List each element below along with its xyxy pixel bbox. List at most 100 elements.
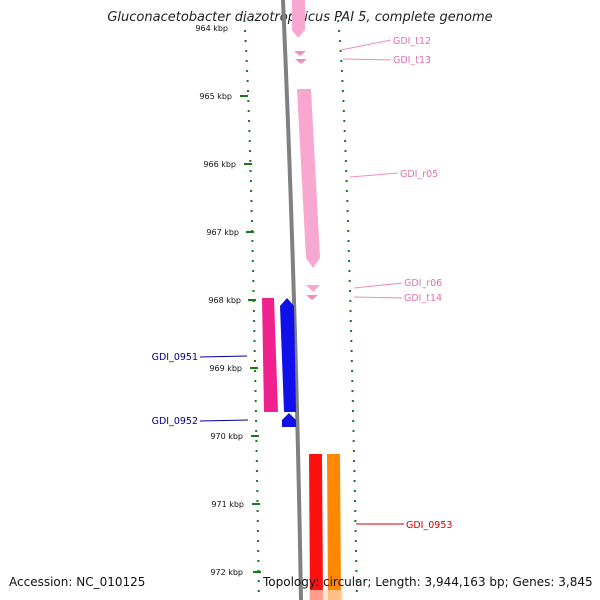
minor-tick [255, 420, 258, 422]
feature-orange[interactable] [327, 454, 341, 600]
minor-tick [352, 450, 355, 452]
accession-label: Accession: NC_010125 [9, 575, 146, 589]
minor-tick [250, 190, 253, 192]
minor-tick [256, 530, 259, 532]
label-GDI_t14[interactable]: GDI_t14 [404, 293, 442, 304]
minor-tick [255, 470, 258, 472]
label-GDI_t12[interactable]: GDI_t12 [393, 36, 431, 47]
label-GDI_r06[interactable]: GDI_r06 [404, 278, 442, 289]
minor-tick [253, 330, 256, 332]
scale-label-967: 967 kbp [206, 228, 239, 237]
minor-tick [257, 590, 260, 592]
minor-tick [253, 320, 256, 322]
minor-tick [344, 160, 347, 162]
minor-tick [352, 430, 355, 432]
leader-GDI_t13 [342, 58, 392, 61]
outer-tick-ring [243, 20, 260, 592]
minor-tick [251, 240, 254, 242]
minor-tick [354, 530, 357, 532]
minor-tick [355, 570, 358, 572]
minor-tick [253, 360, 256, 362]
minor-tick [244, 30, 246, 32]
minor-tick [355, 590, 358, 592]
minor-tick [349, 320, 352, 322]
minor-tick [338, 40, 341, 42]
minor-tick [352, 410, 354, 412]
feature-GDI_t14[interactable] [306, 295, 318, 300]
minor-tick [347, 230, 350, 232]
minor-tick [254, 370, 257, 372]
feature-top-pink [292, 0, 305, 38]
minor-tick [245, 60, 248, 62]
minor-tick [350, 360, 353, 362]
label-GDI_0952[interactable]: GDI_0952 [152, 416, 198, 427]
label-leaders [199, 39, 404, 525]
minor-tick [254, 400, 257, 402]
leader-GDI_r06 [353, 282, 403, 289]
minor-tick [352, 420, 355, 422]
feature-GDI_r06[interactable] [306, 285, 320, 292]
minor-tick [245, 50, 248, 52]
minor-tick [250, 210, 253, 212]
minor-tick [250, 200, 253, 202]
feature-pink-overlay [309, 590, 343, 600]
minor-tick [251, 260, 254, 262]
feature-GDI_0952-arrow[interactable] [280, 298, 296, 412]
label-GDI_0953[interactable]: GDI_0953 [406, 520, 452, 531]
label-GDI_0951[interactable]: GDI_0951 [152, 352, 198, 363]
scale-label-971: 971 kbp [211, 500, 244, 509]
minor-tick [253, 350, 256, 352]
minor-tick [255, 460, 258, 462]
minor-tick [347, 240, 350, 242]
scale-label-969: 969 kbp [209, 364, 242, 373]
minor-tick [355, 560, 358, 562]
topology-label: Topology: circular; Length: 3,944,163 bp… [263, 575, 593, 589]
minor-tick [257, 550, 260, 552]
minor-tick [344, 150, 347, 152]
minor-tick [248, 130, 251, 132]
minor-tick [351, 370, 354, 372]
minor-tick [251, 250, 254, 252]
label-GDI_r05[interactable]: GDI_r05 [400, 169, 438, 180]
label-GDI_t13[interactable]: GDI_t13 [393, 55, 431, 66]
minor-tick [346, 210, 349, 212]
feature-GDI_0952[interactable] [282, 413, 296, 427]
feature-GDI_0953[interactable] [309, 454, 323, 600]
minor-tick [250, 220, 253, 222]
minor-tick [252, 280, 255, 282]
feature-GDI_t13[interactable] [295, 59, 307, 64]
minor-tick [253, 340, 256, 342]
scale-label-970: 970 kbp [210, 432, 243, 441]
minor-tick [255, 430, 258, 432]
minor-tick [351, 390, 354, 392]
minor-tick [246, 80, 249, 82]
minor-tick [353, 470, 356, 472]
minor-tick [257, 560, 260, 562]
minor-tick [337, 20, 340, 22]
minor-tick [342, 100, 345, 102]
minor-tick [354, 520, 357, 522]
scale-label-964: 964 kbp [195, 24, 228, 33]
feature-GDI_0951[interactable] [262, 298, 278, 412]
minor-tick [342, 110, 345, 112]
leader-GDI_t14 [353, 296, 403, 299]
minor-tick [252, 290, 255, 292]
feature-GDI_r05[interactable] [297, 89, 320, 268]
minor-tick [254, 410, 257, 412]
genome-backbone [281, 0, 303, 600]
minor-tick [348, 270, 351, 272]
leader-GDI_r05 [349, 172, 399, 178]
minor-tick [348, 280, 351, 282]
minor-tick [338, 30, 341, 32]
minor-tick [256, 510, 259, 512]
minor-tick [355, 550, 357, 552]
minor-tick [247, 110, 250, 112]
leader-GDI_0952 [199, 419, 249, 422]
leader-GDI_0951 [199, 355, 248, 358]
minor-tick [354, 500, 356, 502]
minor-tick [354, 540, 357, 542]
scale-label-968: 968 kbp [208, 296, 241, 305]
feature-GDI_t12[interactable] [294, 51, 306, 56]
leader-GDI_t12 [340, 39, 392, 51]
